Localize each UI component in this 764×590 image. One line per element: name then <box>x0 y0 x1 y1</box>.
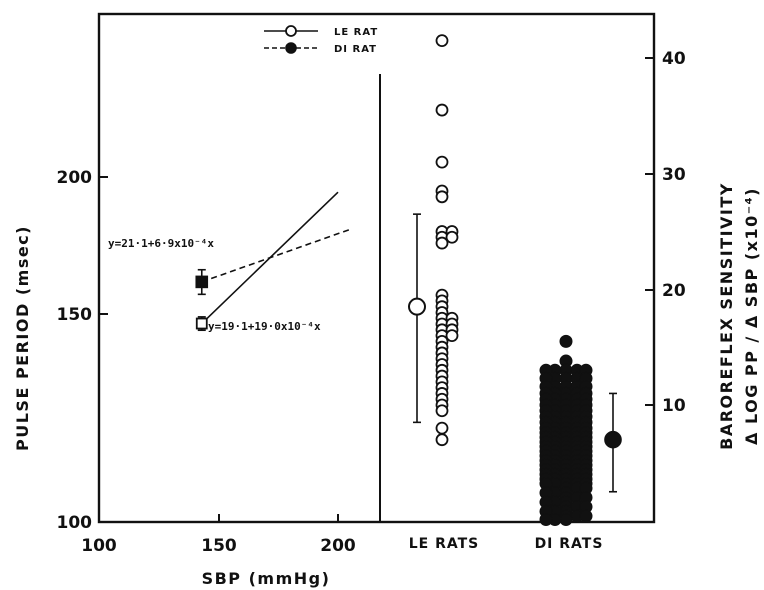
mean-point-le-rats <box>408 297 426 316</box>
equation-le: y=19·1+19·0x10⁻⁴x <box>208 320 321 333</box>
mean-point-di-rats <box>604 430 622 449</box>
y-tick-label: 200 <box>57 168 93 188</box>
data-point-di-rats <box>579 509 593 523</box>
x-tick-label: 100 <box>81 536 117 556</box>
right-panel <box>408 34 622 527</box>
y2-tick-label: 20 <box>662 281 686 301</box>
y2-tick-label: 30 <box>662 165 686 185</box>
mean-point-di <box>195 275 209 289</box>
left-panel: y=21·1+6·9x10⁻⁴x y=19·1+19·0x10⁻⁴x <box>108 191 351 333</box>
data-point-le-rats <box>435 34 449 48</box>
plot-frame <box>97 12 656 524</box>
equation-di: y=21·1+6·9x10⁻⁴x <box>108 237 214 250</box>
data-point-le-rats <box>435 433 449 447</box>
data-point-le-rats <box>435 103 449 117</box>
y2-tick-label: 10 <box>662 396 686 416</box>
data-point-le-rats <box>435 421 449 435</box>
data-point-le-rats <box>435 155 449 169</box>
x-tick-label: 200 <box>320 536 356 556</box>
x-tick-label: 150 <box>201 536 237 556</box>
data-point-di-rats <box>539 513 553 527</box>
y2-axis-title-line1: BAROREFLEX SENSITIVITY <box>717 182 736 450</box>
data-point-di-rats <box>559 334 573 348</box>
mean-point-le <box>195 317 208 330</box>
legend: LE RAT DI RAT <box>264 25 378 55</box>
data-point-le-rats <box>445 230 459 244</box>
category-label-di-rats: DI RATS <box>535 536 604 552</box>
category-label-le-rats: LE RATS <box>409 536 480 552</box>
legend-marker-le <box>285 25 297 37</box>
y-tick-label: 100 <box>57 513 93 533</box>
regression-line-di <box>201 228 351 283</box>
data-point-le-rats <box>445 329 459 343</box>
data-point-di-rats <box>559 513 573 527</box>
y2-axis: 10 20 30 40 <box>645 49 686 416</box>
legend-label-le: LE RAT <box>334 27 378 38</box>
y-tick-label: 150 <box>57 305 93 325</box>
y-axis-title: PULSE PERIOD (msec) <box>13 225 32 451</box>
legend-marker-di <box>285 42 297 54</box>
y-axis: 100 150 200 <box>57 168 108 533</box>
y2-tick-label: 40 <box>662 49 686 69</box>
legend-label-di: DI RAT <box>334 44 377 55</box>
data-point-le-rats <box>435 404 449 418</box>
data-point-le-rats <box>435 190 449 204</box>
data-point-le-rats <box>435 236 449 250</box>
x-axis-title: SBP (mmHg) <box>202 569 331 588</box>
y2-axis-title-line2: Δ LOG PP / Δ SBP (x10⁻⁴) <box>742 187 761 445</box>
x-axis: 100 150 200 <box>81 514 356 556</box>
